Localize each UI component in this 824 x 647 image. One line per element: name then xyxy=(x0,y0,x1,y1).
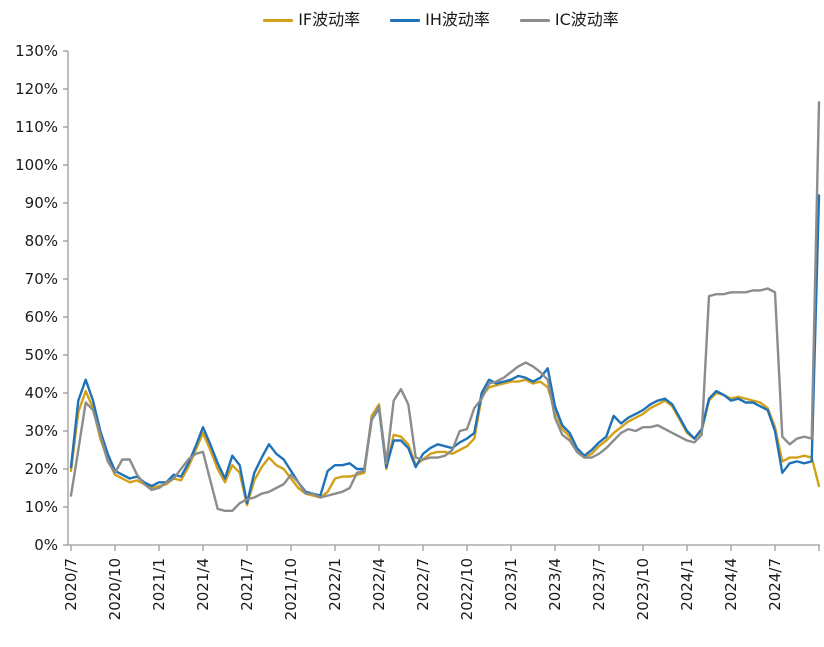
series-line-IH波动率 xyxy=(69,194,821,505)
legend-label-ih: IH波动率 xyxy=(425,10,490,29)
y-tick-label: 110% xyxy=(15,118,58,136)
x-tick-label: 2023/7 xyxy=(590,558,608,611)
y-tick-label: 120% xyxy=(15,80,58,98)
legend-item-if: IF波动率 xyxy=(263,12,360,28)
x-tick-label: 2022/10 xyxy=(458,558,476,620)
x-tick-label: 2021/4 xyxy=(194,558,212,611)
ih-line-swatch xyxy=(390,18,421,22)
y-tick-label: 0% xyxy=(34,536,58,554)
ic-line-swatch xyxy=(519,18,550,22)
if-line-swatch xyxy=(263,18,294,22)
x-tick-label: 2022/7 xyxy=(414,558,432,611)
x-tick-label: 2024/4 xyxy=(722,558,740,611)
y-tick-label: 60% xyxy=(25,308,58,326)
x-tick-label: 2020/10 xyxy=(106,558,124,620)
series-line-IF波动率 xyxy=(69,378,821,507)
y-tick-label: 130% xyxy=(15,42,58,60)
x-tick-label: 2020/7 xyxy=(62,558,80,611)
x-tick-label: 2024/7 xyxy=(766,558,784,611)
x-tick-label: 2023/10 xyxy=(634,558,652,620)
y-tick-label: 50% xyxy=(25,346,58,364)
x-tick-label: 2022/4 xyxy=(370,558,388,611)
y-tick-label: 20% xyxy=(25,460,58,478)
series-line-IC波动率 xyxy=(69,101,821,512)
y-tick-label: 40% xyxy=(25,384,58,402)
x-tick-label: 2021/7 xyxy=(238,558,256,611)
legend-item-ih: IH波动率 xyxy=(390,12,490,28)
x-tick-label: 2023/4 xyxy=(546,558,564,611)
x-tick-label: 2021/10 xyxy=(282,558,300,620)
x-tick-label: 2024/1 xyxy=(678,558,696,611)
y-tick-label: 100% xyxy=(15,156,58,174)
legend-item-ic: IC波动率 xyxy=(519,10,619,29)
y-tick-label: 10% xyxy=(25,498,58,516)
x-tick-label: 2023/1 xyxy=(502,558,520,611)
legend-label-if: IF波动率 xyxy=(298,10,361,29)
y-tick-label: 90% xyxy=(25,194,58,212)
y-tick-label: 30% xyxy=(25,422,58,440)
x-tick-label: 2022/1 xyxy=(326,558,344,611)
x-tick-label: 2021/1 xyxy=(150,558,168,611)
y-tick-label: 80% xyxy=(25,232,58,250)
chart-legend: IF波动率 IH波动率 IC波动率 xyxy=(0,12,824,28)
y-tick-label: 70% xyxy=(25,270,58,288)
legend-label-ic: IC波动率 xyxy=(554,10,619,29)
